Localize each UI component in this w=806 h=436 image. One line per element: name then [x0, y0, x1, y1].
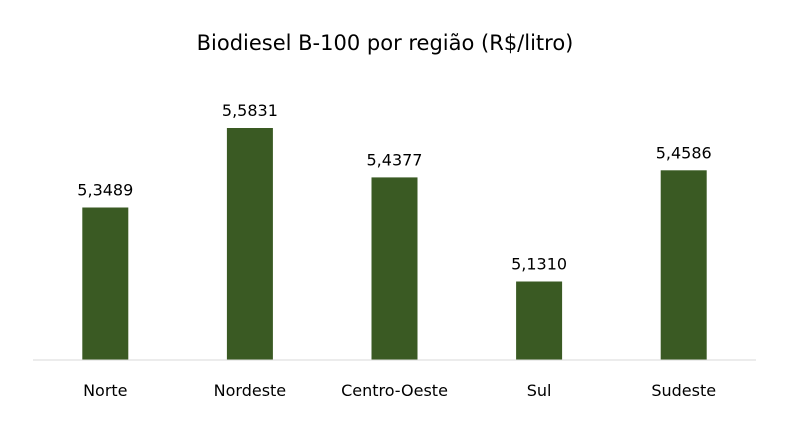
x-tick-label-sul: Sul	[527, 381, 552, 400]
x-tick-label-sudeste: Sudeste	[651, 381, 716, 400]
data-label-centro-oeste: 5,4377	[367, 150, 423, 169]
data-label-sul: 5,1310	[511, 255, 567, 274]
bars-group	[82, 128, 707, 360]
data-labels-group: 5,3489 5,5831 5,4377 5,1310 5,4586	[77, 101, 711, 274]
data-label-nordeste: 5,5831	[222, 101, 278, 120]
x-tick-label-centro-oeste: Centro-Oeste	[341, 381, 448, 400]
bar-norte	[82, 207, 129, 360]
bar-nordeste	[226, 128, 273, 360]
bar-sul	[516, 281, 563, 360]
bar-centro-oeste	[371, 177, 418, 360]
data-label-norte: 5,3489	[77, 181, 133, 200]
data-label-sudeste: 5,4586	[656, 143, 712, 162]
x-tick-label-nordeste: Nordeste	[214, 381, 287, 400]
chart-title: Biodiesel B-100 por região (R$/litro)	[197, 31, 574, 55]
x-tick-labels-group: Norte Nordeste Centro-Oeste Sul Sudeste	[83, 381, 716, 400]
x-tick-label-norte: Norte	[83, 381, 127, 400]
bar-sudeste	[660, 170, 707, 360]
